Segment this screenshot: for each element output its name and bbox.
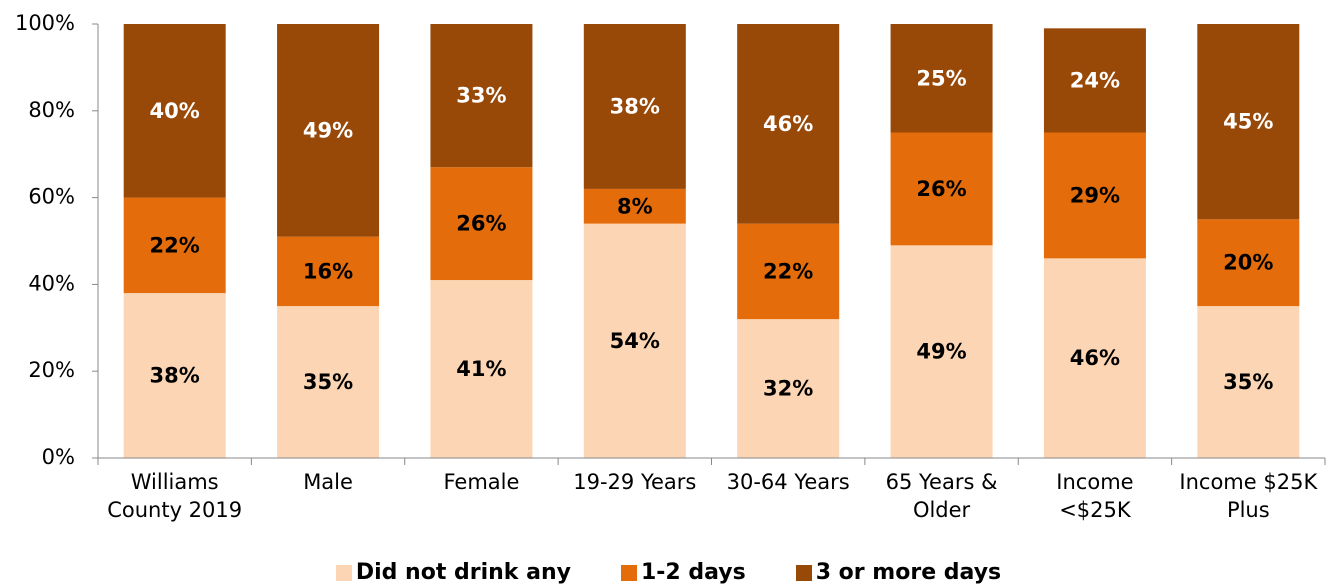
y-tick-label: 40% (28, 271, 75, 295)
x-tick-label: Income <$25K (1056, 470, 1134, 522)
bar-segment (1043, 258, 1146, 458)
data-label: 49% (303, 118, 353, 142)
data-label: 45% (1223, 110, 1273, 134)
x-tick-label: Income $25K Plus (1179, 470, 1318, 522)
bar-segment (277, 236, 380, 307)
bar-segment (1197, 306, 1300, 458)
legend-item: 1-2 days (620, 560, 746, 585)
bar-segment (737, 223, 840, 320)
y-tick-label: 20% (28, 358, 75, 382)
y-tick-label: 80% (28, 98, 75, 122)
data-label: 38% (150, 364, 200, 388)
data-label: 22% (763, 259, 813, 283)
bar-segment (430, 280, 533, 458)
bar-segment (583, 223, 686, 458)
data-label: 41% (456, 357, 506, 381)
legend-label: 3 or more days (815, 560, 1002, 585)
bar-segment (890, 245, 993, 458)
bar-segment (430, 24, 533, 168)
x-tick-label: Williams County 2019 (107, 470, 243, 522)
data-label: 16% (303, 259, 353, 283)
legend-label: 1-2 days (640, 560, 746, 585)
x-tick-label: Male (303, 470, 353, 494)
data-label: 24% (1070, 68, 1120, 92)
legend: Did not drink any 1-2 days 3 or more days (0, 560, 1337, 585)
x-tick-label: Female (443, 470, 520, 494)
bar-segment (123, 197, 226, 294)
bar-segment (890, 24, 993, 133)
bar-segment (277, 306, 380, 458)
x-tick-label: 19-29 Years (573, 470, 697, 494)
data-label: 49% (916, 340, 966, 364)
legend-item: 3 or more days (795, 560, 1002, 585)
bar-segment (1043, 132, 1146, 259)
bar-segment (1197, 219, 1300, 307)
data-label: 33% (456, 84, 506, 108)
bar-segment (583, 24, 686, 189)
x-tick-label: 65 Years & Older (885, 470, 998, 522)
bar-segment (1043, 28, 1146, 133)
data-label: 26% (916, 177, 966, 201)
bar-segment (123, 293, 226, 458)
x-tick-label: 30-64 Years (726, 470, 850, 494)
data-label: 22% (150, 233, 200, 257)
legend-swatch (620, 564, 637, 581)
data-label: 46% (1070, 346, 1120, 370)
bar-segment (737, 24, 840, 224)
data-label: 35% (1223, 370, 1273, 394)
data-label: 26% (456, 212, 506, 236)
data-label: 20% (1223, 251, 1273, 275)
y-tick-label: 60% (28, 185, 75, 209)
bar-segment (583, 188, 686, 224)
bar-segment (737, 319, 840, 458)
legend-swatch (335, 564, 352, 581)
y-tick-label: 0% (42, 445, 75, 469)
data-label: 32% (763, 377, 813, 401)
data-label: 8% (617, 194, 653, 218)
legend-item: Did not drink any (335, 560, 571, 585)
data-label: 40% (150, 99, 200, 123)
bar-segment (123, 24, 226, 198)
bar-segment (277, 24, 380, 237)
data-label: 46% (763, 112, 813, 136)
data-label: 25% (916, 66, 966, 90)
data-label: 54% (610, 329, 660, 353)
data-label: 35% (303, 370, 353, 394)
data-label: 38% (610, 94, 660, 118)
bar-segment (890, 132, 993, 246)
legend-swatch (795, 564, 812, 581)
data-label: 29% (1070, 183, 1120, 207)
bar-segment (1197, 24, 1300, 220)
y-tick-label: 100% (15, 11, 75, 35)
legend-label: Did not drink any (355, 560, 571, 585)
bar-segment (430, 167, 533, 281)
